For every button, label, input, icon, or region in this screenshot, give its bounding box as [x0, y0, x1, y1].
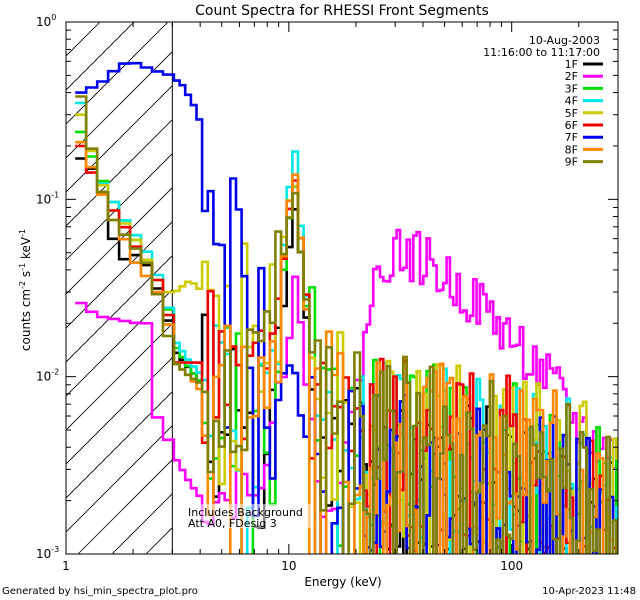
y-tick-exponent: -3: [51, 545, 59, 554]
legend-label-6F: 6F: [565, 119, 578, 132]
legend-label-7F: 7F: [565, 131, 578, 144]
legend-label-5F: 5F: [565, 107, 578, 120]
hatch-line: [66, 221, 173, 329]
series-9F: [75, 95, 618, 554]
series-line-5F: [75, 113, 618, 554]
y-tick-label: 10-2: [36, 368, 59, 384]
y-axis-label: counts cm-2 s-1 keV-1: [18, 229, 33, 351]
x-axis-label: Energy (keV): [304, 575, 381, 589]
y-tick-base: 10: [36, 192, 51, 206]
hatch-line: [66, 425, 173, 533]
excluded-energy-region: [66, 22, 173, 554]
y-tick-label: 10-1: [36, 190, 59, 206]
y-axis-label-exp2: -1: [18, 263, 27, 271]
y-tick-exponent: -2: [51, 368, 59, 377]
hatch-line: [66, 22, 169, 125]
legend: 10-Aug-2003 11:16:00 to 11:17:00 1F2F3F4…: [483, 34, 603, 169]
shade-hatch: [66, 22, 173, 554]
series-5F: [75, 113, 618, 554]
series-2F: [75, 228, 618, 526]
legend-label-3F: 3F: [565, 82, 578, 95]
chart-title: Count Spectra for RHESSI Front Segments: [195, 3, 489, 19]
legend-label-2F: 2F: [565, 70, 578, 83]
x-tick-label: 10: [281, 559, 296, 573]
series-line-9F: [75, 95, 618, 554]
y-axis-label-main: counts cm: [19, 289, 33, 351]
y-axis-label-exp3: -1: [18, 229, 27, 237]
y-tick-exponent: -1: [51, 190, 59, 199]
legend-label-4F: 4F: [565, 95, 578, 108]
y-tick-label: 10-3: [36, 545, 59, 561]
legend-label-1F: 1F: [565, 58, 578, 71]
annotation-attenuator: Att A0, FDesig 3: [188, 517, 277, 530]
legend-date: 10-Aug-2003: [529, 34, 600, 47]
plot-frame: [65, 21, 619, 555]
y-tick-exponent: 0: [51, 13, 56, 22]
legend-label-8F: 8F: [565, 143, 578, 156]
x-tick-label: 1: [62, 559, 70, 573]
legend-label-9F: 9F: [565, 156, 578, 169]
y-tick-base: 10: [36, 15, 51, 29]
series-line-8F: [75, 140, 615, 554]
annotation-background: Includes Background: [188, 506, 303, 519]
hatch-line: [66, 85, 173, 193]
legend-time-range: 11:16:00 to 11:17:00: [483, 46, 600, 59]
y-tick-label: 100: [36, 13, 56, 29]
x-tick-label: 100: [500, 559, 523, 573]
hatch-line: [66, 391, 173, 499]
hatch-line: [66, 51, 173, 159]
y-axis-label-exp1: -2: [18, 281, 27, 289]
footer-generated-by: Generated by hsi_min_spectra_plot.pro: [2, 586, 198, 597]
y-axis-label-end: keV: [19, 236, 33, 263]
series-8F: [75, 140, 615, 554]
hatch-line: [66, 255, 173, 363]
hatch-line: [77, 459, 173, 554]
y-tick-base: 10: [36, 370, 51, 384]
footer-timestamp: 10-Apr-2023 11:48: [542, 586, 636, 597]
y-tick-base: 10: [36, 547, 51, 561]
series-layer: [75, 61, 618, 554]
hatch-line: [66, 187, 173, 295]
annotation-backdrop: [186, 504, 312, 528]
y-axis-label-mid: s: [19, 271, 33, 281]
series-line-2F: [75, 228, 618, 526]
